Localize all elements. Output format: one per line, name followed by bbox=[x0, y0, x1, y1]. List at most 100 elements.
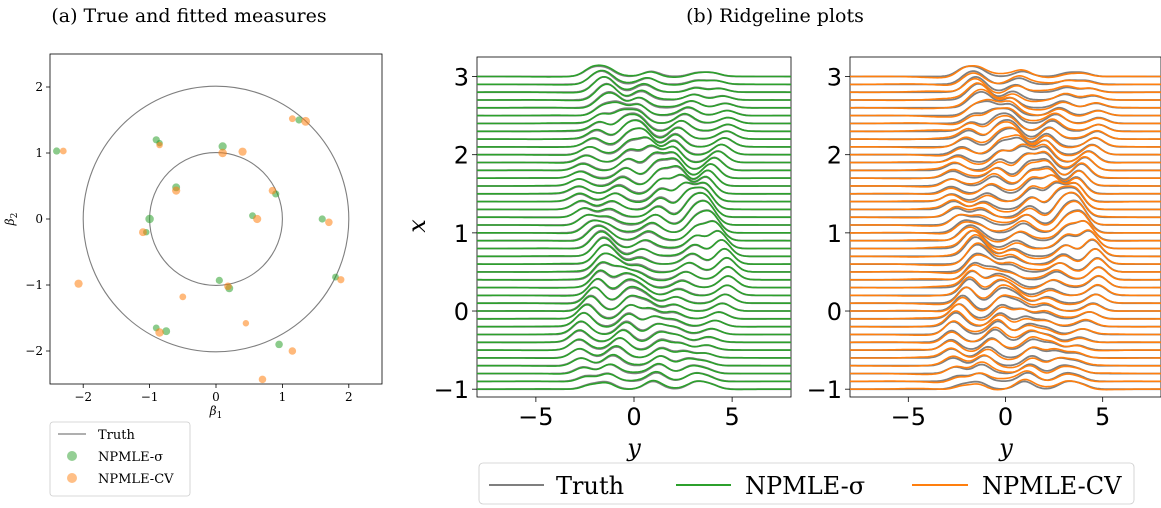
npmle-sigma-ridge bbox=[477, 151, 791, 172]
ytick-label: 0 bbox=[827, 298, 842, 326]
npmle-sigma-point bbox=[145, 214, 154, 224]
npmle-sigma-ridge bbox=[477, 370, 791, 383]
npmle-cv-ridge bbox=[850, 72, 1161, 86]
npmle-sigma-ridge bbox=[477, 344, 791, 359]
ytick-label: 1 bbox=[827, 220, 842, 248]
npmle-cv-ridge bbox=[850, 276, 1161, 298]
legend-big-frame bbox=[478, 462, 1135, 505]
npmle-cv-ridge bbox=[850, 121, 1161, 141]
ytick-label: 2 bbox=[827, 142, 842, 170]
npmle-cv-ridge bbox=[850, 378, 1161, 391]
npmle-cv-ridge bbox=[850, 229, 1161, 251]
legend-small-cv-label: NPMLE-CV bbox=[98, 472, 174, 487]
npmle-sigma-ridge bbox=[477, 329, 791, 344]
npmle-cv-point bbox=[224, 282, 232, 291]
npmle-cv-ridge bbox=[850, 219, 1161, 243]
npmle-cv-point bbox=[288, 347, 297, 355]
npmle-cv-ridge bbox=[850, 65, 1161, 79]
npmle-cv-point bbox=[337, 276, 345, 284]
legend-big-sigma-label: NPMLE-σ bbox=[745, 472, 865, 500]
npmle-sigma-ridge bbox=[477, 75, 791, 94]
npmle-cv-ridge bbox=[850, 159, 1161, 180]
panel-a-ytick-label: −1 bbox=[25, 278, 43, 292]
npmle-cv-point bbox=[59, 147, 67, 155]
ytick-label: 2 bbox=[454, 142, 469, 170]
npmle-cv-ridge bbox=[850, 370, 1161, 384]
npmle-sigma-ridge bbox=[477, 181, 791, 203]
npmle-cv-ridge bbox=[850, 126, 1161, 149]
npmle-cv-ridge bbox=[850, 361, 1161, 376]
truth-ridge bbox=[850, 65, 1161, 78]
npmle-cv-ridge bbox=[850, 354, 1161, 369]
npmle-cv-ridge bbox=[850, 82, 1161, 103]
legend-small-cv-swatch bbox=[67, 473, 77, 483]
legend-big: Truth NPMLE-σ NPMLE-CV bbox=[478, 462, 1135, 505]
npmle-sigma-ridge bbox=[477, 113, 791, 133]
npmle-cv-point bbox=[301, 116, 311, 126]
npmle-cv-ridge bbox=[850, 167, 1161, 188]
npmle-cv-point bbox=[218, 148, 227, 158]
truth-ridge bbox=[477, 186, 791, 211]
npmle-sigma-ridge bbox=[477, 108, 791, 125]
npmle-sigma-ridge bbox=[477, 164, 791, 187]
npmle-cv-point bbox=[74, 279, 83, 288]
ytick-label: 3 bbox=[454, 64, 469, 92]
npmle-sigma-ridge bbox=[477, 101, 791, 117]
truth-ridge bbox=[477, 191, 791, 219]
legend-small-truth-label: Truth bbox=[98, 428, 135, 443]
npmle-sigma-ridge bbox=[477, 353, 791, 367]
npmle-cv-point bbox=[172, 186, 181, 195]
npmle-cv-ridge bbox=[850, 180, 1161, 203]
npmle-sigma-point bbox=[53, 147, 61, 155]
npmle-cv-point bbox=[155, 328, 164, 337]
xtick-label: −5 bbox=[518, 403, 553, 431]
panel-a-xtick-label: −2 bbox=[74, 390, 92, 404]
npmle-cv-ridge bbox=[850, 335, 1161, 352]
panel-b-title: (b) Ridgeline plots bbox=[686, 5, 864, 27]
npmle-cv-point bbox=[325, 218, 333, 227]
npmle-cv-point bbox=[179, 293, 187, 301]
npmle-sigma-ridge bbox=[477, 303, 791, 320]
panel-a-ytick-label: −2 bbox=[25, 344, 43, 358]
npmle-sigma-ridge bbox=[477, 261, 791, 282]
npmle-cv-ridge bbox=[850, 210, 1161, 235]
legend-small-sigma-swatch bbox=[67, 451, 77, 461]
panel-b-right-xlabel: y bbox=[998, 434, 1013, 462]
npmle-cv-ridge bbox=[850, 303, 1161, 321]
npmle-sigma-point bbox=[162, 327, 171, 336]
npmle-cv-ridge bbox=[850, 263, 1161, 281]
legend-big-truth-label: Truth bbox=[556, 472, 624, 500]
truth-ridge bbox=[850, 199, 1161, 226]
ytick-label: 3 bbox=[827, 64, 842, 92]
npmle-cv-ridge bbox=[850, 284, 1161, 306]
ytick-label: −1 bbox=[807, 376, 842, 404]
npmle-sigma-ridge bbox=[477, 144, 791, 164]
npmle-sigma-ridge bbox=[477, 237, 791, 258]
npmle-cv-ridge bbox=[850, 346, 1161, 361]
npmle-cv-point bbox=[258, 375, 267, 384]
npmle-cv-ridge bbox=[850, 77, 1161, 94]
npmle-cv-ridge bbox=[850, 294, 1161, 313]
panel-b-left-xlabel: y bbox=[626, 434, 641, 462]
panel-a-frame bbox=[49, 53, 383, 385]
npmle-sigma-ridge bbox=[476, 209, 791, 235]
npmle-cv-point bbox=[268, 186, 277, 195]
truth-ridge bbox=[850, 337, 1161, 351]
npmle-cv-point bbox=[288, 115, 296, 123]
npmle-cv-ridge bbox=[850, 253, 1161, 275]
npmle-cv-ridge bbox=[850, 242, 1161, 267]
npmle-sigma-ridge bbox=[477, 269, 791, 289]
xtick-label: 5 bbox=[724, 403, 739, 431]
truth-ridge bbox=[850, 320, 1161, 336]
legend-big-cv-label: NPMLE-CV bbox=[982, 472, 1122, 500]
panel-a-ytick-label: 1 bbox=[35, 146, 43, 160]
npmle-sigma-ridge bbox=[477, 320, 791, 336]
npmle-sigma-point bbox=[215, 276, 223, 284]
npmle-sigma-point bbox=[332, 273, 339, 281]
npmle-sigma-ridge bbox=[477, 157, 791, 180]
npmle-cv-point bbox=[238, 147, 247, 156]
npmle-cv-ridge bbox=[850, 107, 1161, 126]
panel-a-ytick-label: 0 bbox=[35, 212, 43, 226]
legend-small-frame bbox=[49, 421, 191, 497]
ytick-label: 1 bbox=[454, 220, 469, 248]
